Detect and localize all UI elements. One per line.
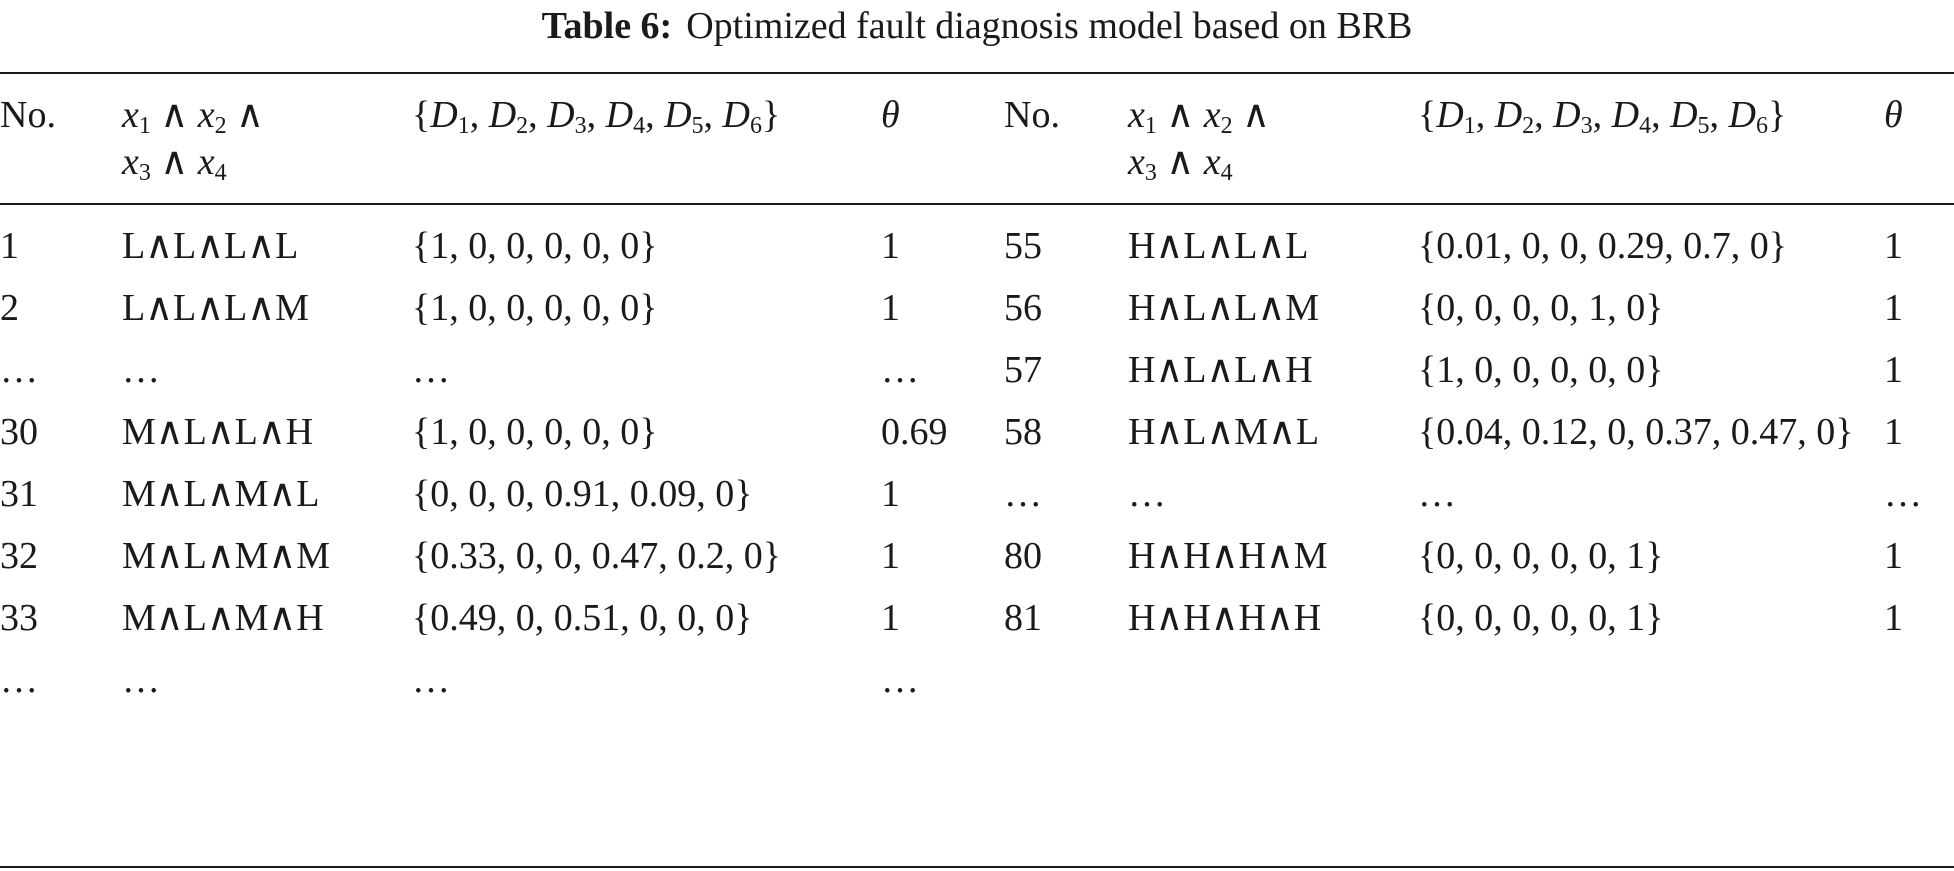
table-row: 30 M∧L∧L∧H {1, 0, 0, 0, 0, 0} 0.69 58 H∧… [0, 409, 1954, 471]
rule-weight-right: 1 [1884, 287, 1903, 329]
brb-table: No. x1 ∧ x2 ∧ x3 ∧ x4 {D1, D2, D3, D4, D… [0, 76, 1954, 719]
belief-degrees-right: {0, 0, 0, 0, 1, 0} [1418, 287, 1664, 329]
belief-degrees-left: {1, 0, 0, 0, 0, 0} [412, 411, 658, 453]
rule-number-left: 30 [0, 411, 38, 453]
antecedent-right: H∧L∧M∧L [1128, 411, 1320, 453]
antecedent-right: H∧L∧L∧H [1128, 349, 1313, 391]
rule-weight-right: 1 [1884, 349, 1903, 391]
rule-weight-right: 1 [1884, 535, 1903, 577]
rule-weight-left: 0.69 [881, 411, 948, 453]
antecedent-right: H∧L∧L∧L [1128, 225, 1309, 267]
belief-degrees-left: {0.49, 0, 0.51, 0, 0, 0} [412, 597, 753, 639]
table-row: … … … … [0, 657, 1954, 719]
table-caption: Table 6: Optimized fault diagnosis model… [0, 0, 1954, 52]
header-antecedent-left: x1 ∧ x2 ∧ x3 ∧ x4 [122, 94, 264, 186]
rule-weight-left: 1 [881, 225, 900, 267]
rule-number-right: 81 [1004, 597, 1042, 639]
rule-number-left: 2 [0, 287, 19, 329]
antecedent-right [1128, 657, 1418, 719]
header-theta-right: θ [1884, 94, 1903, 136]
header-no-left: No. [0, 94, 56, 136]
header-no-right: No. [1004, 94, 1060, 136]
belief-degrees-left: … [412, 349, 450, 391]
rule-number-right: 58 [1004, 411, 1042, 453]
rule-number-right: 56 [1004, 287, 1042, 329]
belief-degrees-left: {1, 0, 0, 0, 0, 0} [412, 287, 658, 329]
antecedent-left: M∧L∧M∧M [122, 535, 331, 577]
belief-degrees-right: … [1418, 473, 1456, 515]
belief-degrees-right: {0.04, 0.12, 0, 0.37, 0.47, 0} [1418, 411, 1854, 453]
table-row: … … … … 57 H∧L∧L∧H {1, 0, 0, 0, 0, 0} 1 [0, 347, 1954, 409]
antecedent-left: … [122, 659, 160, 701]
rule-number-left: 33 [0, 597, 38, 639]
belief-degrees-right: {0, 0, 0, 0, 0, 1} [1418, 535, 1664, 577]
antecedent-left: M∧L∧M∧L [122, 473, 320, 515]
table-row: 32 M∧L∧M∧M {0.33, 0, 0, 0.47, 0.2, 0} 1 … [0, 533, 1954, 595]
rule-number-left: 31 [0, 473, 38, 515]
rule-number-left: … [0, 659, 38, 701]
belief-degrees-left: {0, 0, 0, 0.91, 0.09, 0} [412, 473, 753, 515]
belief-degrees-left: {0.33, 0, 0, 0.47, 0.2, 0} [412, 535, 781, 577]
antecedent-right: … [1128, 473, 1166, 515]
header-beliefs-right: {D1, D2, D3, D4, D5, D6} [1418, 94, 1787, 139]
header-theta-left: θ [881, 94, 900, 136]
rule-weight-left: 1 [881, 535, 900, 577]
belief-degrees-left: … [412, 659, 450, 701]
rule-weight-right [1884, 657, 1954, 719]
antecedent-left: … [122, 349, 160, 391]
caption-text: Optimized fault diagnosis model based on… [686, 5, 1413, 47]
belief-degrees-right: {0.01, 0, 0, 0.29, 0.7, 0} [1418, 225, 1787, 267]
rule-number-right: 55 [1004, 225, 1042, 267]
header-antecedent-right: x1 ∧ x2 ∧ x3 ∧ x4 [1128, 94, 1270, 186]
rule-weight-right: 1 [1884, 225, 1903, 267]
belief-degrees-right: {1, 0, 0, 0, 0, 0} [1418, 349, 1664, 391]
table-row: 33 M∧L∧M∧H {0.49, 0, 0.51, 0, 0, 0} 1 81… [0, 595, 1954, 657]
top-rule [0, 72, 1954, 74]
belief-degrees-right: {0, 0, 0, 0, 0, 1} [1418, 597, 1664, 639]
belief-degrees-right [1418, 657, 1884, 719]
antecedent-left: L∧L∧L∧M [122, 287, 309, 329]
table-row: 2 L∧L∧L∧M {1, 0, 0, 0, 0, 0} 1 56 H∧L∧L∧… [0, 285, 1954, 347]
rule-number-left: … [0, 349, 38, 391]
rule-number-left: 32 [0, 535, 38, 577]
header-beliefs-left: {D1, D2, D3, D4, D5, D6} [412, 94, 781, 139]
antecedent-left: M∧L∧M∧H [122, 597, 324, 639]
antecedent-right: H∧H∧H∧M [1128, 535, 1328, 577]
rule-number-right [1004, 657, 1128, 719]
rule-weight-left: … [881, 349, 919, 391]
rule-weight-right: … [1884, 473, 1922, 515]
rule-number-right: 80 [1004, 535, 1042, 577]
rule-weight-left: 1 [881, 473, 900, 515]
rule-number-right: 57 [1004, 349, 1042, 391]
antecedent-left: L∧L∧L∧L [122, 225, 299, 267]
bottom-rule [0, 866, 1954, 868]
table-row: 31 M∧L∧M∧L {0, 0, 0, 0.91, 0.09, 0} 1 … … [0, 471, 1954, 533]
rule-number-right: … [1004, 473, 1042, 515]
caption-label: Table 6: [541, 5, 673, 47]
rule-weight-left: … [881, 659, 919, 701]
table-row: 1 L∧L∧L∧L {1, 0, 0, 0, 0, 0} 1 55 H∧L∧L∧… [0, 199, 1954, 285]
rule-weight-left: 1 [881, 597, 900, 639]
antecedent-right: H∧L∧L∧M [1128, 287, 1320, 329]
belief-degrees-left: {1, 0, 0, 0, 0, 0} [412, 225, 658, 267]
rule-weight-right: 1 [1884, 411, 1903, 453]
rule-weight-right: 1 [1884, 597, 1903, 639]
antecedent-right: H∧H∧H∧H [1128, 597, 1322, 639]
rule-weight-left: 1 [881, 287, 900, 329]
header-rule [0, 203, 1954, 205]
rule-number-left: 1 [0, 225, 19, 267]
antecedent-left: M∧L∧L∧H [122, 411, 314, 453]
header-row: No. x1 ∧ x2 ∧ x3 ∧ x4 {D1, D2, D3, D4, D… [0, 76, 1954, 199]
